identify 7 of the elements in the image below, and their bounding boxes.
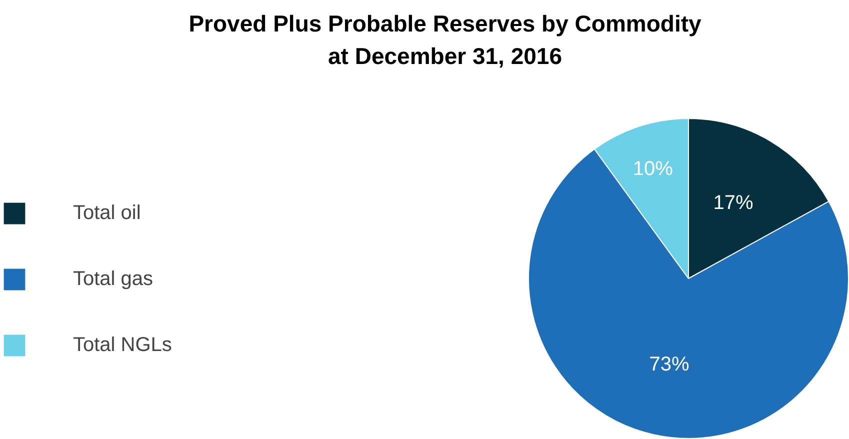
legend-label: Total gas [73, 268, 154, 290]
data-label: 73% [649, 353, 690, 376]
legend-label: Total NGLs [73, 334, 172, 356]
data-label: 17% [713, 192, 754, 214]
chart-title: Proved Plus Probable Reserves by Commodity at December 31, 2016 [188, 10, 702, 69]
legend-label: Total oil [73, 202, 141, 224]
data-label: 10% [632, 158, 674, 180]
